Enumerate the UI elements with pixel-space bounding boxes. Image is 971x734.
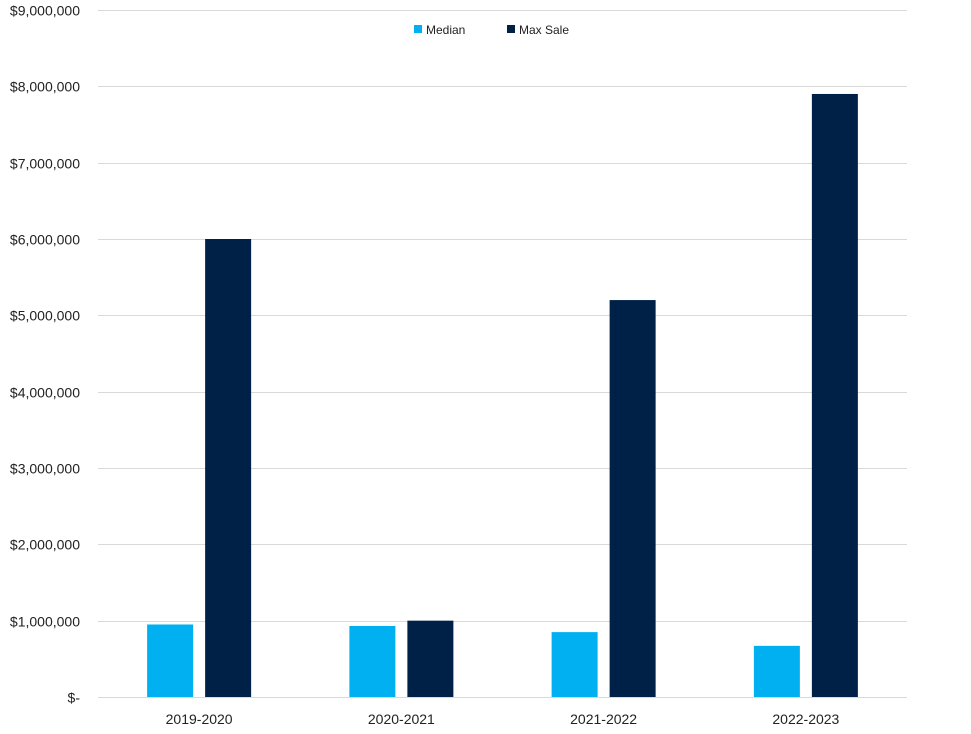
y-tick-label: $1,000,000 (10, 614, 80, 630)
y-tick-label: $8,000,000 (10, 79, 80, 95)
x-tick-label: 2021-2022 (570, 711, 637, 727)
y-tick-label: $6,000,000 (10, 232, 80, 248)
bar-median-2022-2023 (753, 645, 800, 697)
bar-max-sale-2021-2022 (609, 300, 656, 697)
bar-max-sale-2019-2020 (205, 239, 252, 697)
y-tick-label: $5,000,000 (10, 308, 80, 324)
bar-max-sale-2020-2021 (407, 620, 454, 697)
y-tick-label: $9,000,000 (10, 3, 80, 19)
legend: Median Max Sale (414, 23, 569, 37)
y-tick-label: $2,000,000 (10, 537, 80, 553)
y-tick-label: $4,000,000 (10, 385, 80, 401)
y-tick-label: $7,000,000 (10, 156, 80, 172)
legend-label: Median (426, 23, 465, 37)
bar-median-2020-2021 (349, 626, 396, 697)
y-tick-label: $3,000,000 (10, 461, 80, 477)
legend-swatch (414, 25, 422, 33)
bar-median-2019-2020 (147, 624, 194, 697)
x-tick-label: 2019-2020 (166, 711, 233, 727)
x-axis: 2019-2020 2020-2021 2021-2022 2022-2023 (166, 711, 840, 727)
bars (147, 93, 858, 697)
bar-median-2021-2022 (551, 632, 598, 697)
x-tick-label: 2022-2023 (772, 711, 839, 727)
x-tick-label: 2020-2021 (368, 711, 435, 727)
y-axis: $- $1,000,000 $2,000,000 $3,000,000 $4,000,0… (10, 3, 80, 706)
legend-swatch (507, 25, 515, 33)
bar-max-sale-2022-2023 (811, 93, 858, 697)
y-tick-label: $- (68, 690, 81, 706)
legend-label: Max Sale (519, 23, 569, 37)
